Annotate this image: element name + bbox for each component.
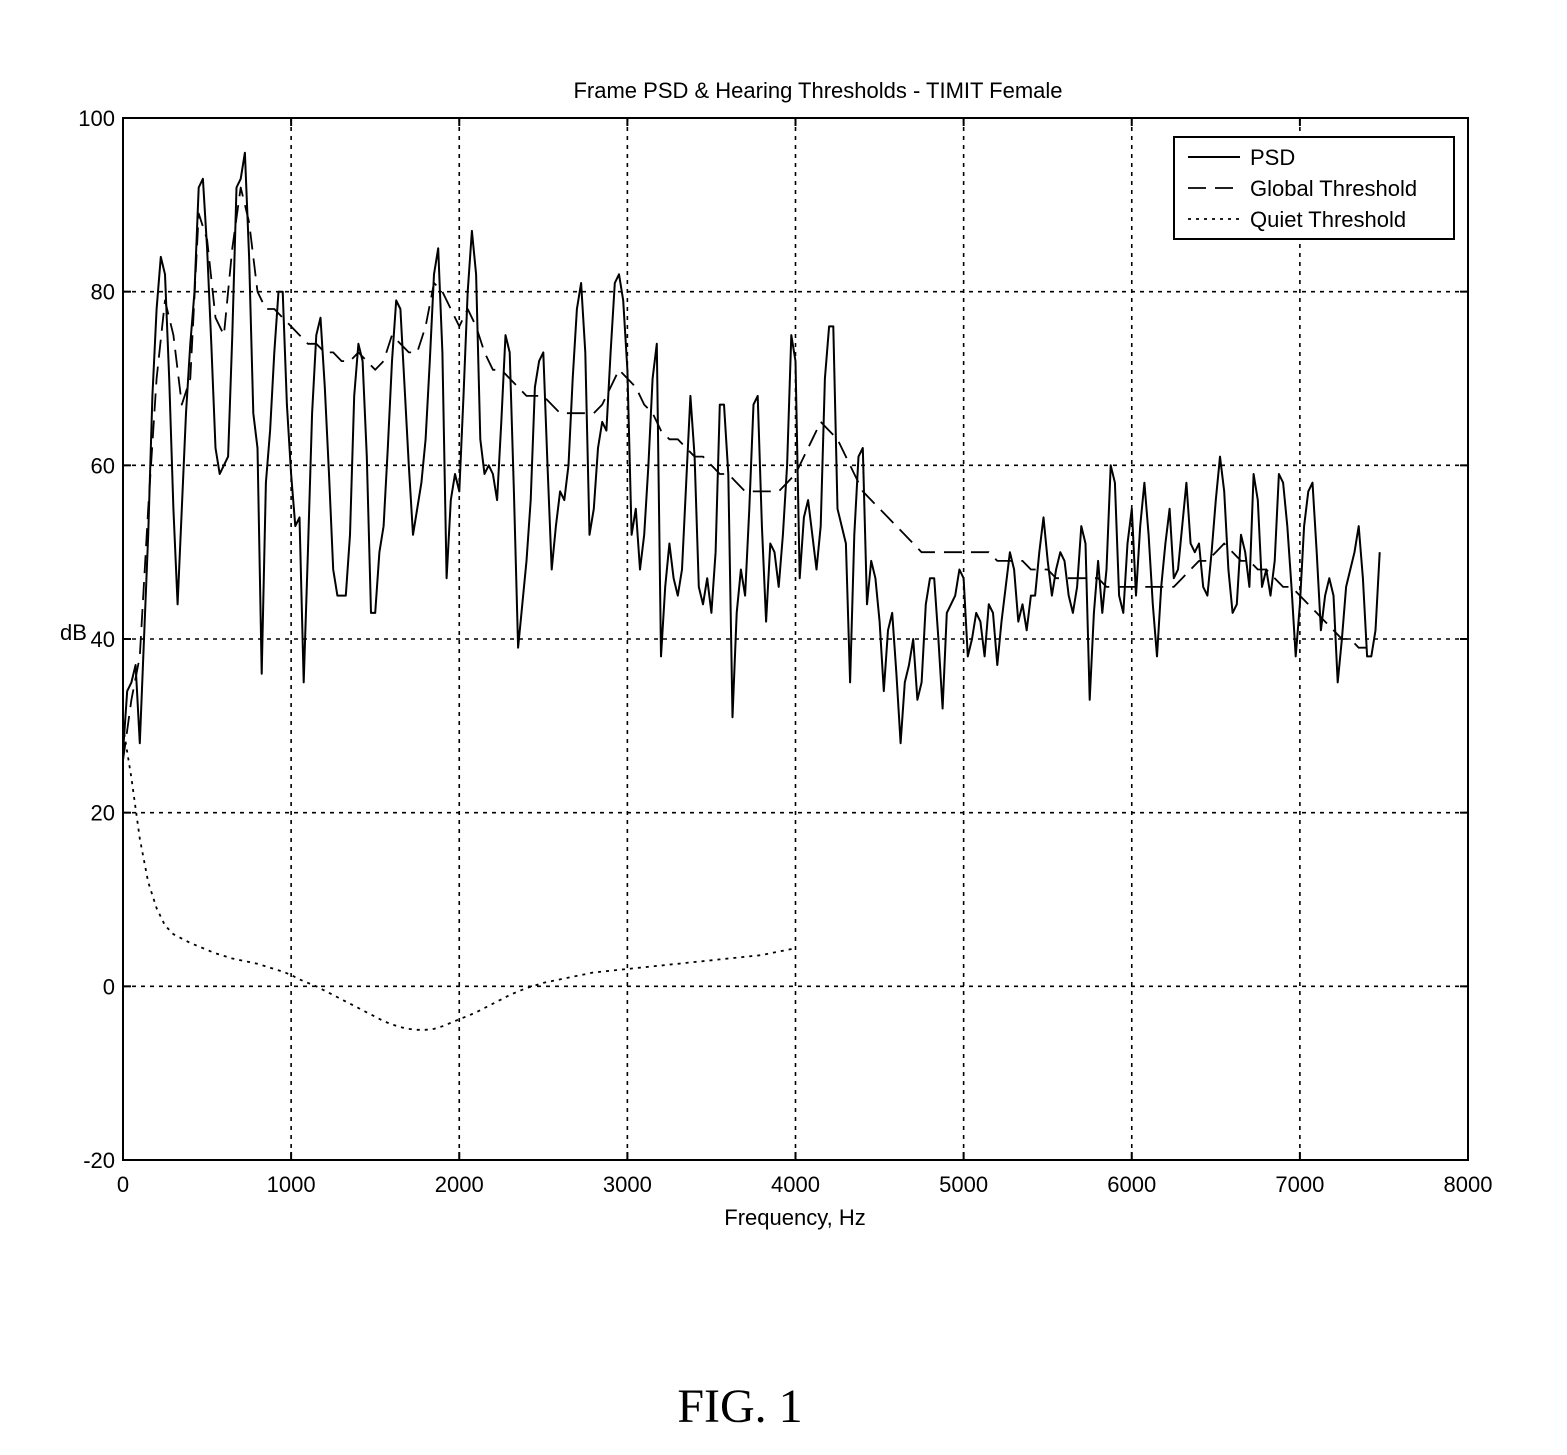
series-line-psd xyxy=(122,151,1381,752)
y-tick-label: 80 xyxy=(91,280,115,305)
y-tick-label: -20 xyxy=(83,1148,115,1173)
figure-caption: FIG. 1 xyxy=(677,1380,802,1433)
x-tick-label: 5000 xyxy=(939,1172,988,1197)
x-tick-label: 7000 xyxy=(1275,1172,1324,1197)
x-tick-label: 8000 xyxy=(1444,1172,1493,1197)
y-tick-label: 0 xyxy=(103,974,115,999)
y-tick-label: 100 xyxy=(78,106,115,131)
series-layer xyxy=(122,151,1381,1031)
series-line-global-threshold xyxy=(122,186,1368,761)
x-tick-label: 0 xyxy=(117,1172,129,1197)
y-tick-label: 20 xyxy=(91,801,115,826)
x-tick-label: 3000 xyxy=(603,1172,652,1197)
x-axis-label: Frequency, Hz xyxy=(724,1205,865,1230)
x-tick-label: 4000 xyxy=(771,1172,820,1197)
x-tick-label: 1000 xyxy=(267,1172,316,1197)
legend-label: Quiet Threshold xyxy=(1250,207,1406,232)
y-tick-label: 40 xyxy=(91,627,115,652)
y-tick-label: 60 xyxy=(91,453,115,478)
legend-label: PSD xyxy=(1250,145,1295,170)
y-axis-label: dB xyxy=(60,620,87,645)
legend: PSD Global Threshold Quiet Threshold xyxy=(1173,136,1455,240)
x-tick-label: 6000 xyxy=(1107,1172,1156,1197)
legend-label: Global Threshold xyxy=(1250,176,1417,201)
axis-ticks: 0 1000 2000 3000 4000 5000 6000 7000 8000-200204… xyxy=(78,106,1492,1197)
chart-title: Frame PSD & Hearing Thresholds - TIMIT F… xyxy=(573,78,1062,103)
grid xyxy=(123,118,1468,1160)
x-tick-label: 2000 xyxy=(435,1172,484,1197)
